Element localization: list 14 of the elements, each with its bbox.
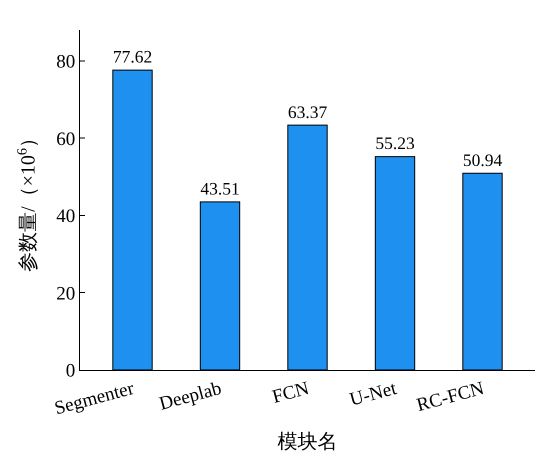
y-tick-label: 20: [56, 283, 76, 304]
x-tick-label: U-Net: [347, 378, 400, 411]
x-tick-label: FCN: [270, 378, 312, 408]
data-label: 50.94: [462, 150, 502, 170]
x-tick-label: Deeplab: [157, 378, 224, 415]
y-tick-label: 40: [56, 206, 76, 228]
x-tick-label: RC-FCN: [414, 378, 487, 416]
data-label: 63.37: [288, 102, 328, 122]
y-tick-label: 80: [56, 52, 76, 73]
x-axis-title: 模块名: [278, 430, 338, 453]
data-label: 55.23: [375, 133, 415, 154]
data-label: 43.51: [200, 178, 240, 199]
data-label: 77.62: [112, 46, 152, 67]
y-tick-label: 60: [56, 128, 76, 150]
